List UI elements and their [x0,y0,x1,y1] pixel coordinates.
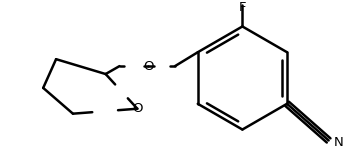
Text: O: O [143,60,153,73]
Text: N: N [334,136,343,149]
Text: F: F [239,1,246,14]
Text: O: O [132,102,143,115]
